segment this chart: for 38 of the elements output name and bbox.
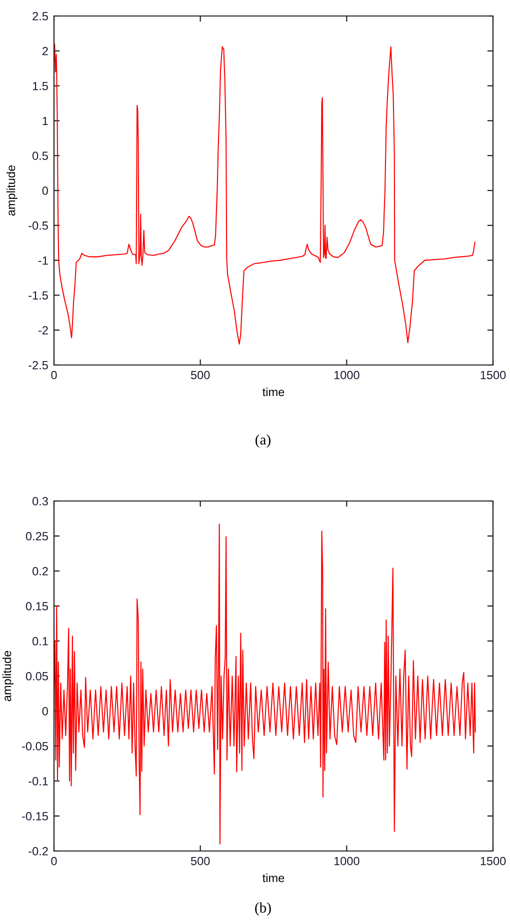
y-tick-label: 0.3 [32,497,48,506]
x-tick-label: 0 [51,856,57,866]
y-tick-label: 0.1 [32,637,48,646]
text: (a) [256,434,270,448]
line-series [54,524,476,845]
x-tick-label: 500 [190,856,210,866]
y-axis-title: amplitude [6,165,18,216]
y-tick-label: -0.1 [28,777,48,786]
y-tick-label: 0.2 [32,567,48,576]
y-tick-label: 2.5 [32,12,48,20]
y-tick-label: 0.05 [26,672,48,680]
y-tick-label: -0.05 [22,742,48,750]
y-tick-label: -1.5 [28,291,48,300]
x-axis-title: time [262,387,284,396]
x-tick-label: 500 [190,370,210,380]
x-tick-label: 1000 [334,370,360,380]
y-tick-label: 1 [42,116,48,125]
x-tick-label: 1500 [480,856,506,866]
y-tick-label: 0 [42,707,48,716]
y-tick-label: -1 [38,256,48,265]
line-series [54,43,476,345]
y-tick-label: 2 [42,46,48,56]
y-tick-label: 1.5 [32,82,48,90]
y-tick-label: -0.2 [28,847,48,856]
y-tick-label: 0.5 [32,152,48,160]
y-axis-title: amplitude [2,650,14,702]
y-tick-label: 0 [42,186,48,195]
y-tick-label: -2 [38,326,48,334]
text: (b) [255,902,271,916]
x-tick-label: 0 [51,370,57,380]
y-tick-label: -2.5 [28,361,48,370]
x-axis-title: time [262,873,284,882]
x-tick-label: 1500 [480,370,506,380]
y-tick-label: -0.15 [22,812,48,820]
y-tick-label: 0.25 [26,532,48,540]
y-tick-label: -0.5 [28,221,48,230]
y-tick-label: 0.15 [26,602,48,610]
x-tick-label: 1000 [334,856,360,866]
